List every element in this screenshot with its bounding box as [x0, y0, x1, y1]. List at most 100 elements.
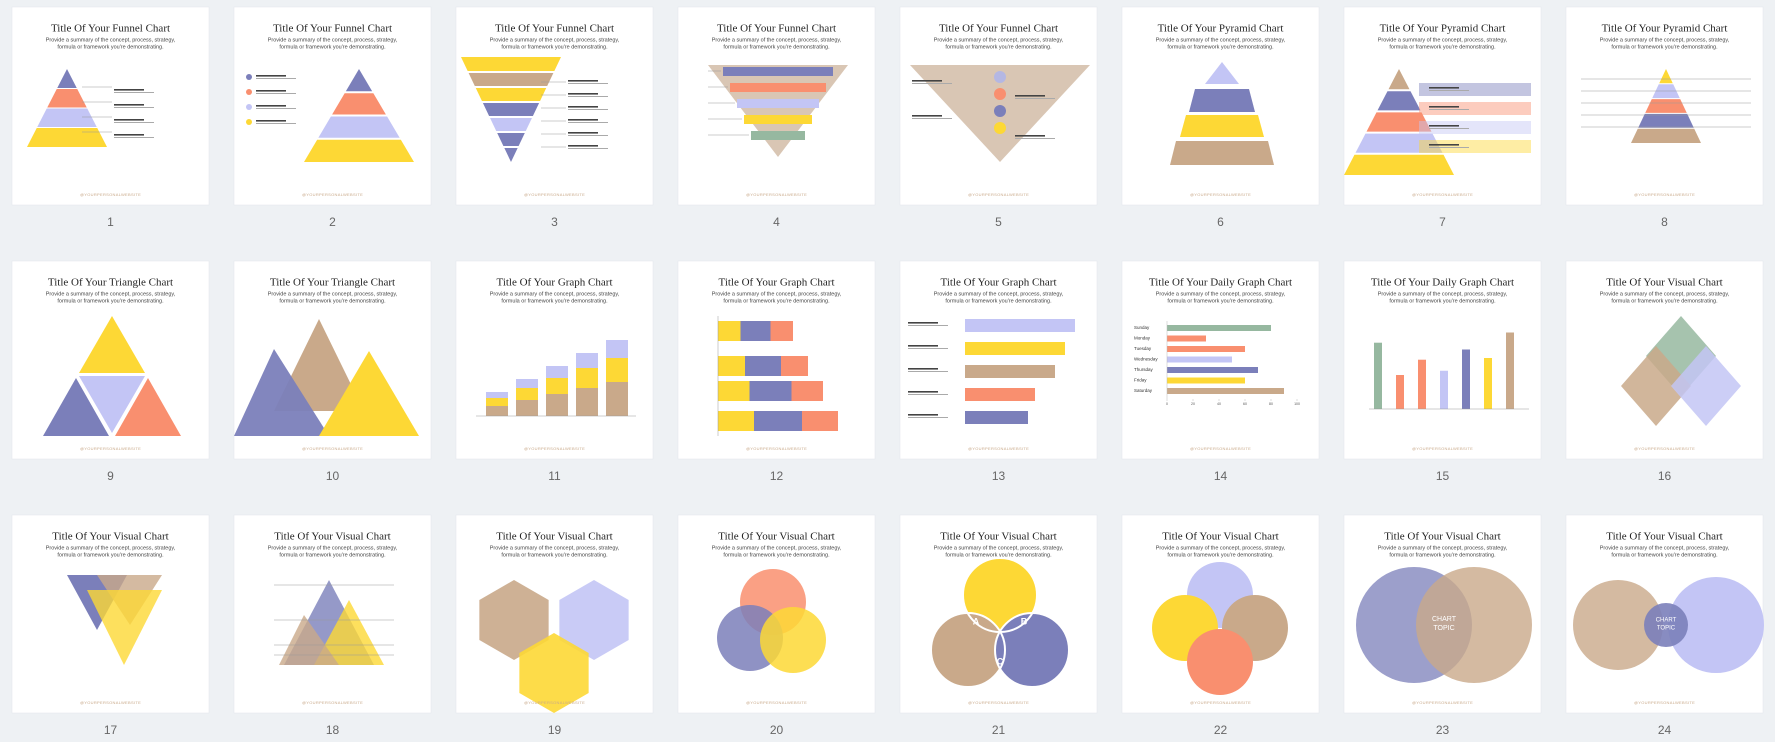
center-label: TOPIC	[1657, 626, 1676, 632]
slide-footer: @YOURPERSONALWEBSITE	[302, 192, 363, 197]
slide-card[interactable]: Title Of Your Visual Chart Provide a summ…	[677, 514, 876, 714]
slide-card[interactable]: Title Of Your Triangle Chart Provide a su…	[11, 260, 210, 460]
category-label: Sunday	[1134, 325, 1150, 330]
shape	[1644, 603, 1688, 647]
slide-card[interactable]: Title Of Your Funnel Chart Provide a summ…	[233, 6, 432, 206]
shape	[114, 107, 154, 108]
shape	[27, 128, 107, 147]
slide-number: 8	[1661, 215, 1668, 229]
shape	[1374, 342, 1382, 409]
venn-label: A	[973, 616, 980, 626]
shape	[461, 57, 561, 71]
shape	[1388, 69, 1410, 90]
shape	[994, 71, 1006, 83]
shape	[963, 558, 1037, 632]
slide-summary: Provide a summary of the concept, proces…	[934, 545, 1064, 551]
slide-number: 2	[329, 215, 336, 229]
slide-card[interactable]: Title Of Your Graph Chart Provide a summa…	[677, 260, 876, 460]
slide-summary: Provide a summary of the concept, proces…	[712, 37, 842, 43]
shape	[908, 322, 938, 324]
slide-card[interactable]: Title Of Your Visual Chart Provide a summ…	[1343, 514, 1542, 714]
shape	[965, 388, 1035, 401]
shape	[1645, 99, 1687, 113]
category-label: Monday	[1134, 336, 1151, 341]
slide-footer: @YOURPERSONALWEBSITE	[1190, 446, 1251, 451]
slide-summary: formula or framework you're demonstratin…	[279, 44, 386, 50]
shape	[1187, 629, 1253, 695]
slide-card[interactable]: Title Of Your Daily Graph Chart Provide a…	[1121, 260, 1320, 460]
slide-card[interactable]: Title Of Your Visual Chart Provide a summ…	[1565, 260, 1764, 460]
slide-summary: Provide a summary of the concept, proces…	[1600, 291, 1730, 297]
shape	[479, 580, 549, 660]
slide-summary: Provide a summary of the concept, proces…	[1156, 545, 1286, 551]
slide-summary: formula or framework you're demonstratin…	[723, 298, 830, 304]
center-label: CHART	[1432, 616, 1457, 623]
slide-summary: formula or framework you're demonstratin…	[501, 298, 608, 304]
shape	[1638, 113, 1694, 128]
slide-number: 10	[326, 469, 340, 483]
shape	[908, 368, 938, 370]
slide-summary: Provide a summary of the concept, proces…	[1600, 37, 1730, 43]
slide-number: 14	[1214, 469, 1228, 483]
slide-number: 21	[992, 723, 1006, 737]
slide-summary: Provide a summary of the concept, proces…	[490, 291, 620, 297]
slide-card[interactable]: Title Of Your Daily Graph Chart Provide a…	[1343, 260, 1542, 460]
slide-card[interactable]: Title Of Your Visual Chart Provide a summ…	[11, 514, 210, 714]
slide-card[interactable]: Title Of Your Pyramid Chart Provide a sum…	[1565, 6, 1764, 206]
slide-card[interactable]: Title Of Your Pyramid Chart Provide a sum…	[1121, 6, 1320, 206]
slide-summary: Provide a summary of the concept, proces…	[268, 291, 398, 297]
shape	[908, 391, 938, 393]
slide-card[interactable]: Title Of Your Visual Chart Provide a summ…	[233, 514, 432, 714]
shape	[1429, 90, 1469, 91]
x-tick-label: 100	[1294, 402, 1300, 406]
slide-card[interactable]: Title Of Your Visual Chart Provide a summ…	[1121, 514, 1320, 714]
slide-summary: formula or framework you're demonstratin…	[501, 552, 608, 558]
shape	[490, 118, 532, 131]
shape	[234, 349, 329, 436]
slide-summary: formula or framework you're demonstratin…	[501, 44, 608, 50]
shape	[546, 366, 568, 378]
shape	[568, 119, 598, 121]
slide-card[interactable]: Title Of Your Triangle Chart Provide a su…	[233, 260, 432, 460]
shape	[1429, 128, 1469, 129]
slide-footer: @YOURPERSONALWEBSITE	[1412, 700, 1473, 705]
shape	[568, 145, 598, 147]
slide-footer: @YOURPERSONALWEBSITE	[302, 700, 363, 705]
slide-number: 11	[548, 469, 561, 483]
shape	[516, 388, 538, 400]
center-label: TOPIC	[1433, 625, 1454, 632]
slide-card[interactable]: Title Of Your Funnel Chart Provide a summ…	[677, 6, 876, 206]
slide-title: Title Of Your Graph Chart	[940, 277, 1056, 289]
slide-footer: @YOURPERSONALWEBSITE	[1190, 700, 1251, 705]
slide-card[interactable]: Title Of Your Funnel Chart Provide a summ…	[899, 6, 1098, 206]
slide-card[interactable]: Title Of Your Pyramid Chart Provide a sum…	[1343, 6, 1542, 206]
slide-summary: Provide a summary of the concept, proces…	[712, 291, 842, 297]
shape	[1440, 370, 1448, 409]
shape	[497, 133, 525, 146]
shape	[606, 382, 628, 416]
slide-card[interactable]: Title Of Your Visual Chart Provide a summ…	[455, 514, 654, 714]
slide-summary: Provide a summary of the concept, proces…	[46, 291, 176, 297]
shape	[37, 108, 97, 127]
slide-card[interactable]: Title Of Your Funnel Chart Provide a summ…	[11, 6, 210, 206]
slide-card[interactable]: Title Of Your Visual Chart Provide a summ…	[1565, 514, 1764, 714]
shape	[1015, 98, 1055, 99]
slide-card[interactable]: Title Of Your Visual Chart Provide a summ…	[899, 514, 1098, 714]
slide-title: Title Of Your Graph Chart	[718, 277, 834, 289]
slide-summary: Provide a summary of the concept, proces…	[46, 37, 176, 43]
shape	[568, 148, 608, 149]
shape	[546, 394, 568, 416]
slide-title: Title Of Your Pyramid Chart	[1158, 23, 1284, 35]
slide-number: 20	[770, 723, 784, 737]
slide-number: 12	[770, 469, 784, 483]
shape	[114, 104, 144, 106]
slide-summary: formula or framework you're demonstratin…	[1167, 44, 1274, 50]
shape	[1462, 349, 1470, 409]
slide-title: Title Of Your Funnel Chart	[51, 23, 170, 35]
shape	[1631, 128, 1701, 143]
slide-card[interactable]: Title Of Your Funnel Chart Provide a summ…	[455, 6, 654, 206]
slide-card[interactable]: Title Of Your Graph Chart Provide a summa…	[899, 260, 1098, 460]
shape	[965, 319, 1075, 332]
slide-summary: Provide a summary of the concept, proces…	[46, 545, 176, 551]
slide-card[interactable]: Title Of Your Graph Chart Provide a summa…	[455, 260, 654, 460]
